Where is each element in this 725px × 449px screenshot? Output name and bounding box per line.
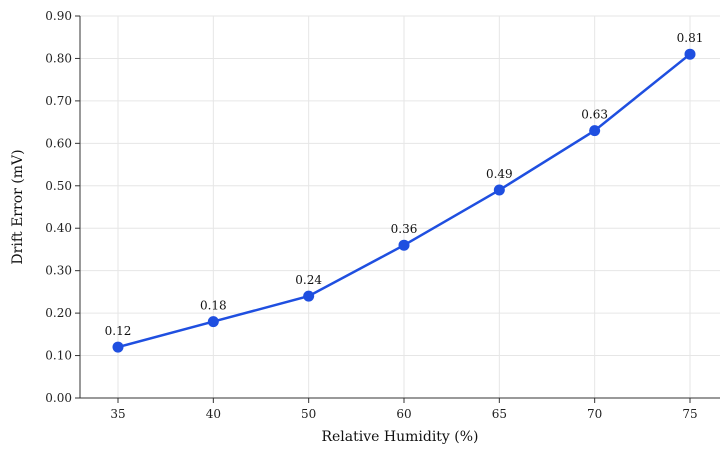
y-tick-label: 0.00	[45, 391, 72, 405]
data-point	[207, 316, 219, 328]
data-label: 0.63	[581, 108, 608, 122]
data-point	[398, 239, 410, 251]
y-tick-label: 0.20	[45, 306, 72, 320]
data-point	[589, 125, 601, 137]
y-tick-label: 0.60	[45, 136, 72, 150]
y-tick-label: 0.50	[45, 179, 72, 193]
x-tick-label: 60	[396, 407, 411, 421]
y-axis-title: Drift Error (mV)	[10, 149, 26, 264]
data-labels: 0.12 0.18 0.24 0.36 0.49 0.63 0.81	[105, 31, 704, 338]
data-label: 0.12	[105, 324, 132, 338]
x-tick-label: 35	[110, 407, 125, 421]
y-tick-label: 0.30	[45, 264, 72, 278]
data-label: 0.49	[486, 167, 513, 181]
x-tick-label: 40	[206, 407, 221, 421]
data-label: 0.18	[200, 299, 227, 313]
data-point	[684, 48, 696, 60]
data-label: 0.81	[677, 31, 704, 45]
data-point	[303, 290, 315, 302]
data-series	[112, 48, 696, 353]
data-label: 0.24	[295, 273, 322, 287]
x-tick-label: 65	[492, 407, 507, 421]
x-tick-label: 70	[587, 407, 602, 421]
x-axis-title: Relative Humidity (%)	[321, 429, 478, 445]
grid	[80, 15, 720, 399]
data-point	[493, 184, 505, 196]
axes	[79, 16, 720, 399]
y-tick-label: 0.70	[45, 94, 72, 108]
data-point	[112, 341, 124, 353]
y-tick-label: 0.40	[45, 221, 72, 235]
x-tick-label: 75	[682, 407, 697, 421]
data-label: 0.36	[391, 222, 418, 236]
x-tick-label: 50	[301, 407, 316, 421]
y-axis-ticks: 0.00 0.10 0.20 0.30 0.40 0.50 0.60 0.70 0.80 0.90	[45, 9, 80, 405]
y-tick-label: 0.90	[45, 9, 72, 23]
y-tick-label: 0.10	[45, 349, 72, 363]
x-axis-ticks: 35 40 50 60 65 70 75	[110, 398, 698, 421]
y-tick-label: 0.80	[45, 51, 72, 65]
